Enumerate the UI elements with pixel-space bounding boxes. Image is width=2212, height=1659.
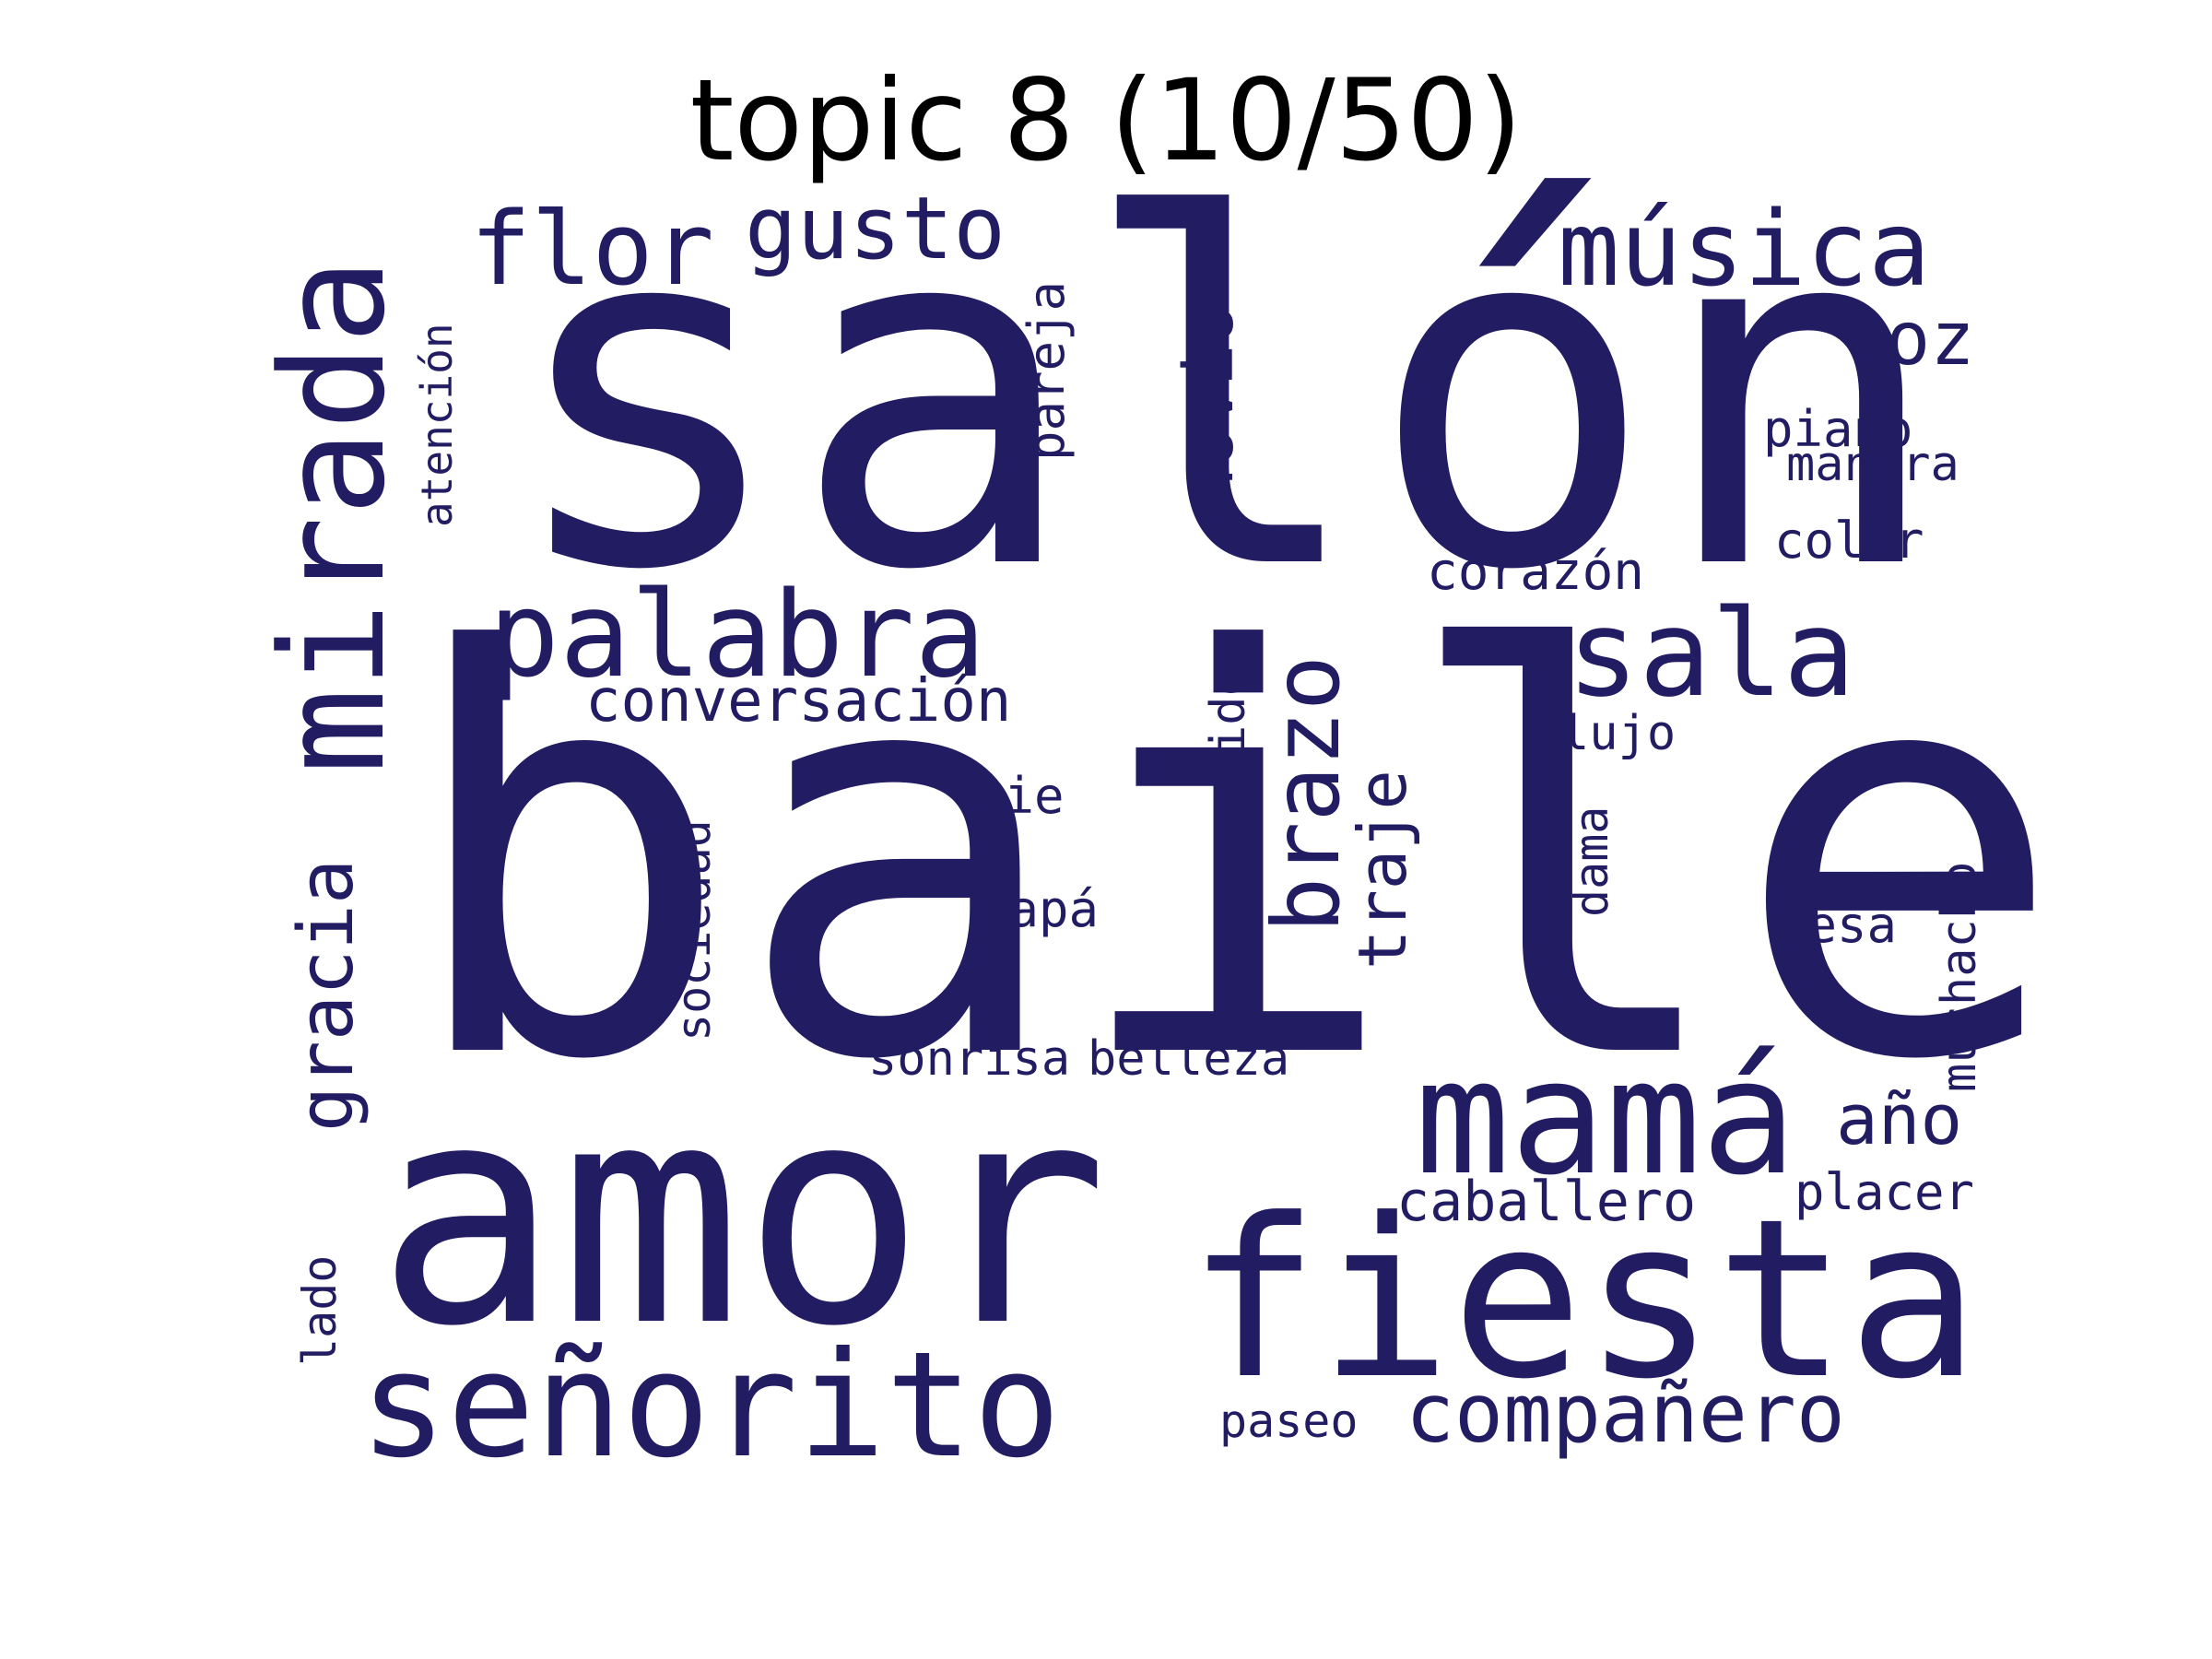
cloud-word: fiesta [1187,1171,1980,1428]
cloud-word: voz [1841,296,1975,382]
cloud-title: topic 8 (10/50) [689,55,1523,186]
cloud-word: conversación [585,666,1012,735]
cloud-word: amor [376,1039,1109,1393]
cloud-word: lujo [1560,706,1677,762]
cloud-word: dama [1565,806,1618,917]
cloud-word: gracia [282,858,371,1132]
cloud-word: pie [974,766,1065,825]
cloud-word: atención [411,323,462,527]
cloud-word: manera [1786,437,1959,493]
cloud-word: caballero [1396,1170,1697,1234]
cloud-word: muchacho [1931,861,1987,1092]
cloud-word: paseo [1219,1394,1359,1448]
cloud-word: mirada [250,258,417,774]
cloud-word: mamá [1415,1025,1797,1211]
cloud-word: compañero [1406,1365,1845,1461]
cloud-word: piano [1763,399,1913,458]
cloud-word: brazo [1253,654,1360,933]
cloud-word: gusto [745,178,1006,279]
cloud-word: placer [1794,1162,1975,1221]
cloud-word: lado [293,1254,347,1366]
cloud-word: marido [1200,667,1256,841]
cloud-word: palabra [488,566,986,704]
cloud-word: traje [1343,770,1421,970]
cloud-word: señorito [359,1320,1061,1490]
cloud-word: sociedad [667,819,721,1041]
cloud-word: belleza [1088,1031,1290,1088]
cloud-word: baile [401,536,2066,1181]
cloud-word: color [1774,511,1924,570]
cloud-word: papá [979,879,1100,938]
cloud-word: salón [502,116,1946,675]
cloud-word: año [1836,1078,1963,1161]
cloud-word: corazón [1427,542,1645,603]
cloud-word: novio [1170,303,1250,509]
cloud-word: sonrisa [868,1031,1071,1088]
cloud-word: mesa [1777,895,1898,954]
cloud-word: pareja [1018,280,1077,461]
cloud-word: flor [470,190,714,308]
cloud-word: música [1558,190,1931,311]
cloud-word: sala [1567,583,1856,724]
